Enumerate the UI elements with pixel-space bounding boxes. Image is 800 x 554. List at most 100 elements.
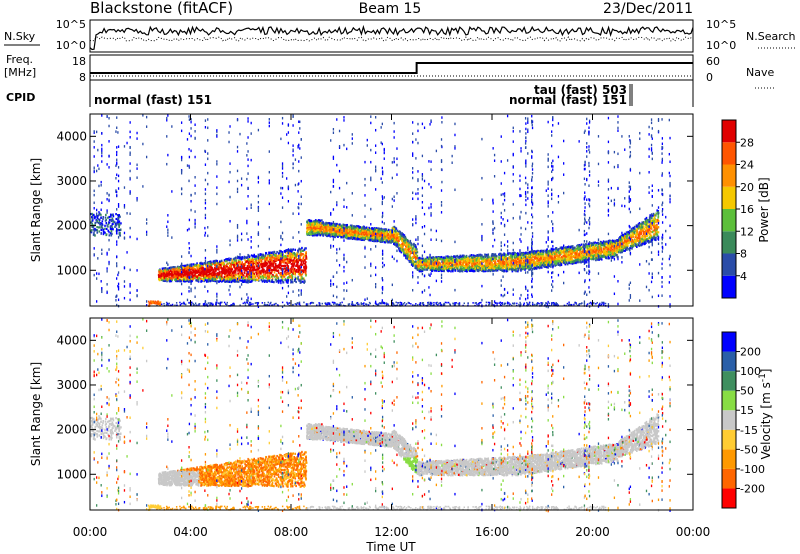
power-cell (503, 260, 506, 264)
power-cell (391, 232, 393, 235)
power-cell (313, 224, 315, 228)
power-cell (290, 262, 293, 266)
power-cell (254, 268, 257, 272)
power-cell (287, 270, 289, 273)
power-cell (292, 261, 294, 264)
power-cell (453, 263, 456, 266)
power-cell (300, 248, 302, 251)
power-cell (415, 263, 417, 266)
power-cell (580, 252, 582, 255)
power-cell (300, 260, 303, 264)
power-cell (293, 262, 296, 265)
power-cell (515, 260, 518, 264)
power-cell (652, 212, 655, 216)
power-cell (408, 247, 410, 251)
freq-label-bottom: [MHz] (4, 66, 36, 79)
power-cell (318, 219, 320, 222)
power-cell (295, 258, 298, 262)
power-cell (580, 243, 583, 246)
power-cell (635, 239, 638, 242)
power-cell (381, 240, 383, 243)
power-cell (291, 275, 294, 278)
power-cell (639, 223, 642, 226)
power-cell (332, 235, 335, 238)
power-cell (604, 248, 606, 251)
power-cell (604, 242, 607, 245)
power-cell (554, 254, 557, 258)
power-cell (305, 257, 307, 260)
power-cell (271, 270, 273, 273)
power-cell (248, 259, 251, 263)
power-cell (274, 275, 277, 278)
cpid-entry-1: normal (fast) 151 (94, 93, 212, 107)
power-cell (585, 249, 587, 253)
power-cell (502, 266, 504, 270)
power-cell (294, 248, 297, 251)
power-cell (261, 253, 263, 256)
power-cell (273, 281, 275, 284)
power-cell (224, 264, 227, 268)
power-cell (621, 239, 624, 243)
power-cell (235, 260, 237, 263)
power-cell (282, 264, 285, 268)
power-cell (657, 226, 660, 229)
power-cell (646, 237, 649, 240)
power-cell (582, 246, 584, 249)
power-cell (408, 254, 411, 257)
power-cell (404, 245, 407, 248)
power-cell (262, 253, 264, 256)
power-cell (301, 246, 303, 250)
cpid-label: CPID (6, 91, 35, 104)
power-cell (523, 267, 526, 270)
power-cell (657, 231, 660, 234)
sky-noise-line (89, 24, 694, 51)
power-cell (258, 265, 261, 268)
power-cell (301, 263, 304, 266)
power-cell (280, 279, 282, 282)
power-cell (288, 251, 291, 254)
power-cell (326, 222, 329, 225)
power-cell (544, 256, 546, 259)
power-cell (229, 259, 231, 262)
power-cell (406, 238, 409, 242)
power-cell (186, 270, 188, 273)
power-cell (279, 261, 281, 264)
power-cell (283, 275, 285, 278)
power-cell (217, 265, 219, 269)
power-cell (303, 259, 305, 262)
power-cell (266, 268, 268, 272)
power-cell (410, 263, 413, 266)
power-cell (286, 263, 289, 266)
power-cell (230, 273, 233, 277)
power-cell (494, 260, 496, 263)
power-cell (223, 264, 225, 267)
power-cell (254, 258, 256, 261)
power-cell (288, 258, 290, 261)
power-cell (644, 234, 646, 238)
power-cell (245, 266, 248, 270)
power-cell (265, 263, 268, 267)
power-cell (653, 238, 656, 241)
power-cell (306, 226, 309, 230)
power-cell (570, 252, 572, 255)
power-cell (409, 252, 412, 256)
freq-line (90, 62, 693, 74)
power-cell (510, 261, 512, 264)
power-cell (595, 259, 597, 262)
power-cell (346, 236, 349, 239)
power-cell (252, 264, 254, 267)
power-cell (248, 264, 251, 267)
power-cell (280, 252, 282, 255)
power-cell (355, 224, 358, 228)
power-cell (263, 275, 266, 279)
power-cell (260, 261, 263, 265)
station-title: Blackstone (fitACF) (90, 0, 233, 17)
power-cell (248, 280, 251, 284)
power-cell (266, 277, 269, 280)
power-cell (556, 263, 558, 266)
power-cell (644, 234, 647, 238)
power-cell (472, 254, 475, 257)
power-cell (184, 272, 187, 276)
power-cell (636, 245, 638, 249)
power-cell (604, 245, 606, 248)
